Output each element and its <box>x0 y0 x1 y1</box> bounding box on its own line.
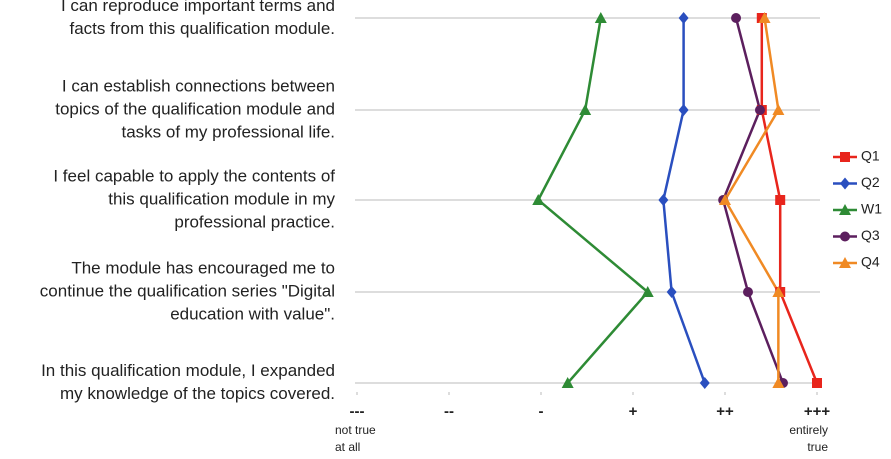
y-tick-label: continue the qualification series "Digit… <box>40 281 335 300</box>
data-point <box>678 12 689 24</box>
y-tick-label: my knowledge of the topics covered. <box>60 384 335 403</box>
legend-marker <box>840 152 850 162</box>
x-tick-label: --- <box>350 403 365 420</box>
data-point <box>731 13 742 23</box>
y-tick-label: facts from this qualification module. <box>69 19 335 38</box>
legend-item: W1 <box>833 201 882 217</box>
y-tick-label: The module has encouraged me to <box>71 258 335 277</box>
legend-marker <box>840 177 850 190</box>
data-point <box>561 377 574 388</box>
data-point <box>775 195 786 205</box>
data-point <box>579 104 592 115</box>
legend-marker <box>839 204 851 215</box>
x-tick-label: -- <box>444 403 454 420</box>
y-tick-label: I feel capable to apply the contents of <box>53 166 335 185</box>
axis-note: at all <box>335 440 360 454</box>
legend-label: Q3 <box>861 227 880 243</box>
y-tick-label: topics of the qualification module and <box>55 99 335 118</box>
y-tick-label: I can establish connections between <box>62 76 335 95</box>
y-tick-label: this qualification module in my <box>108 189 335 208</box>
legend-label: W1 <box>861 201 882 217</box>
legend-marker <box>839 257 851 268</box>
x-tick-label: + <box>629 403 638 420</box>
data-point <box>699 377 710 389</box>
axis-note: true <box>807 440 828 454</box>
legend-label: Q4 <box>861 254 880 270</box>
axis-note: entirely <box>789 423 828 437</box>
data-point <box>772 377 785 388</box>
data-point <box>754 105 765 115</box>
legend-item: Q3 <box>833 227 880 243</box>
x-tick-label: ++ <box>716 403 734 420</box>
data-point <box>772 286 785 297</box>
data-point <box>772 104 785 115</box>
y-tick-label: education with value". <box>170 304 335 323</box>
y-tick-label: tasks of my professional life. <box>121 122 335 141</box>
data-point <box>678 104 689 116</box>
data-point <box>812 378 822 388</box>
legend-label: Q1 <box>861 148 880 164</box>
y-tick-label: In this qualification module, I expanded <box>41 361 335 380</box>
legend-marker <box>840 231 850 242</box>
y-tick-label: I can reproduce important terms and <box>61 0 335 15</box>
y-tick-label: professional practice. <box>174 212 335 231</box>
legend-label: Q2 <box>861 174 880 190</box>
x-tick-label: - <box>539 403 544 420</box>
data-point <box>743 287 753 297</box>
data-point <box>658 194 669 206</box>
data-point <box>719 194 731 205</box>
data-point <box>532 194 545 205</box>
legend-item: Q4 <box>833 254 880 270</box>
data-point <box>641 286 654 297</box>
axis-note: not true <box>335 423 376 437</box>
x-tick-label: +++ <box>804 403 831 420</box>
legend-item: Q1 <box>833 148 880 164</box>
data-point <box>594 12 607 23</box>
data-point <box>666 286 677 298</box>
data-point <box>758 12 771 23</box>
legend-item: Q2 <box>833 174 880 190</box>
